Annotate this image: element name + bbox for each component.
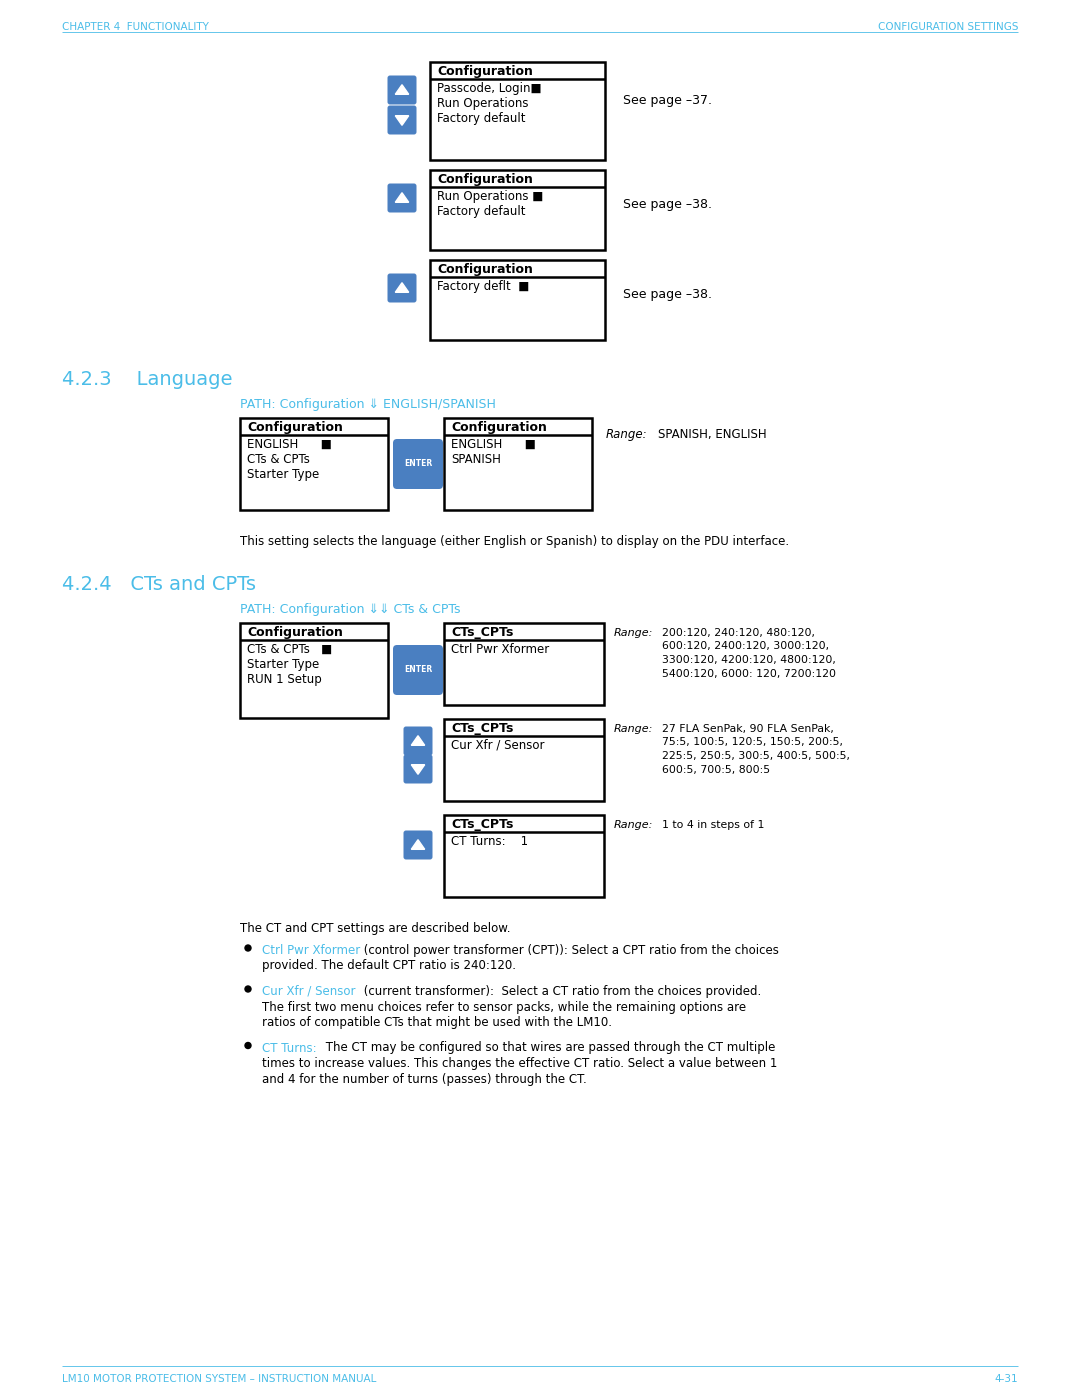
Text: CT Turns:    1: CT Turns: 1 — [451, 835, 528, 848]
Text: Cur Xfr / Sensor: Cur Xfr / Sensor — [451, 739, 544, 752]
Text: (current transformer):  Select a CT ratio from the choices provided.: (current transformer): Select a CT ratio… — [360, 985, 761, 997]
Text: 225:5, 250:5, 300:5, 400:5, 500:5,: 225:5, 250:5, 300:5, 400:5, 500:5, — [662, 752, 850, 761]
Bar — [444, 623, 604, 705]
Text: Configuration: Configuration — [247, 420, 342, 434]
Text: Ctrl Pwr Xformer: Ctrl Pwr Xformer — [451, 643, 550, 657]
Text: PATH: Configuration ⇓ ENGLISH/SPANISH: PATH: Configuration ⇓ ENGLISH/SPANISH — [240, 398, 496, 411]
Polygon shape — [395, 193, 408, 203]
FancyBboxPatch shape — [388, 183, 417, 212]
FancyBboxPatch shape — [388, 274, 417, 303]
FancyBboxPatch shape — [404, 754, 432, 784]
FancyBboxPatch shape — [404, 830, 432, 859]
Text: See page –37.: See page –37. — [623, 94, 712, 108]
Text: ENTER: ENTER — [404, 665, 432, 675]
Text: 5400:120, 6000: 120, 7200:120: 5400:120, 6000: 120, 7200:120 — [662, 669, 836, 679]
Text: CTs & CPTs: CTs & CPTs — [247, 453, 310, 467]
Text: 3300:120, 4200:120, 4800:120,: 3300:120, 4200:120, 4800:120, — [662, 655, 836, 665]
Text: (control power transformer (CPT)): Select a CPT ratio from the choices: (control power transformer (CPT)): Selec… — [360, 944, 779, 957]
Polygon shape — [411, 736, 424, 746]
Text: Configuration: Configuration — [437, 173, 532, 186]
Text: CTs_CPTs: CTs_CPTs — [451, 626, 513, 638]
Text: Ctrl Pwr Xformer: Ctrl Pwr Xformer — [262, 944, 361, 957]
Text: 4.2.3    Language: 4.2.3 Language — [62, 370, 232, 388]
Bar — [444, 814, 604, 897]
Polygon shape — [395, 85, 408, 95]
Text: Passcode, Login■: Passcode, Login■ — [437, 82, 542, 95]
Bar — [240, 418, 388, 510]
Text: Run Operations: Run Operations — [437, 96, 528, 110]
Text: The CT and CPT settings are described below.: The CT and CPT settings are described be… — [240, 922, 511, 935]
Text: ENTER: ENTER — [404, 460, 432, 468]
Text: 4-31: 4-31 — [995, 1375, 1018, 1384]
Text: CTs & CPTs   ■: CTs & CPTs ■ — [247, 643, 333, 657]
Text: ENGLISH      ■: ENGLISH ■ — [451, 439, 536, 451]
Polygon shape — [411, 764, 424, 774]
Circle shape — [245, 944, 251, 951]
Text: Factory default: Factory default — [437, 205, 526, 218]
Text: PATH: Configuration ⇓⇓ CTs & CPTs: PATH: Configuration ⇓⇓ CTs & CPTs — [240, 604, 460, 616]
Polygon shape — [395, 282, 408, 292]
Bar — [430, 170, 605, 250]
Text: Range:: Range: — [615, 629, 653, 638]
Text: Range:: Range: — [615, 820, 653, 830]
Text: See page –38.: See page –38. — [623, 288, 712, 300]
FancyBboxPatch shape — [388, 75, 417, 105]
Text: 4.2.4   CTs and CPTs: 4.2.4 CTs and CPTs — [62, 576, 256, 594]
Text: CTs_CPTs: CTs_CPTs — [451, 819, 513, 831]
Text: provided. The default CPT ratio is 240:120.: provided. The default CPT ratio is 240:1… — [262, 960, 516, 972]
Text: times to increase values. This changes the effective CT ratio. Select a value be: times to increase values. This changes t… — [262, 1058, 778, 1070]
Text: Range:: Range: — [615, 724, 653, 733]
Text: 1 to 4 in steps of 1: 1 to 4 in steps of 1 — [662, 820, 765, 830]
Text: CHAPTER 4  FUNCTIONALITY: CHAPTER 4 FUNCTIONALITY — [62, 22, 208, 32]
Bar — [240, 623, 388, 718]
Text: 27 FLA SenPak, 90 FLA SenPak,: 27 FLA SenPak, 90 FLA SenPak, — [662, 724, 834, 733]
Text: Starter Type: Starter Type — [247, 658, 320, 671]
Text: Factory deflt  ■: Factory deflt ■ — [437, 279, 529, 293]
Polygon shape — [395, 116, 408, 126]
Text: Cur Xfr / Sensor: Cur Xfr / Sensor — [262, 985, 355, 997]
Text: Starter Type: Starter Type — [247, 468, 320, 481]
Text: Configuration: Configuration — [247, 626, 342, 638]
FancyBboxPatch shape — [393, 645, 443, 694]
Text: 200:120, 240:120, 480:120,: 200:120, 240:120, 480:120, — [662, 629, 815, 638]
Text: LM10 MOTOR PROTECTION SYSTEM – INSTRUCTION MANUAL: LM10 MOTOR PROTECTION SYSTEM – INSTRUCTI… — [62, 1375, 376, 1384]
Text: The first two menu choices refer to sensor packs, while the remaining options ar: The first two menu choices refer to sens… — [262, 1000, 746, 1013]
Text: 75:5, 100:5, 120:5, 150:5, 200:5,: 75:5, 100:5, 120:5, 150:5, 200:5, — [662, 738, 843, 747]
Text: 600:5, 700:5, 800:5: 600:5, 700:5, 800:5 — [662, 764, 770, 774]
Text: Configuration: Configuration — [437, 66, 532, 78]
Text: ratios of compatible CTs that might be used with the LM10.: ratios of compatible CTs that might be u… — [262, 1016, 612, 1030]
Text: 600:120, 2400:120, 3000:120,: 600:120, 2400:120, 3000:120, — [662, 641, 829, 651]
Text: CTs_CPTs: CTs_CPTs — [451, 722, 513, 735]
Polygon shape — [411, 840, 424, 849]
Bar — [430, 260, 605, 339]
Text: SPANISH, ENGLISH: SPANISH, ENGLISH — [658, 427, 767, 441]
Text: Configuration: Configuration — [451, 420, 546, 434]
Text: This setting selects the language (either English or Spanish) to display on the : This setting selects the language (eithe… — [240, 535, 789, 548]
Text: See page –38.: See page –38. — [623, 198, 712, 211]
Text: SPANISH: SPANISH — [451, 453, 501, 467]
Text: and 4 for the number of turns (passes) through the CT.: and 4 for the number of turns (passes) t… — [262, 1073, 586, 1085]
Text: The CT may be configured so that wires are passed through the CT multiple: The CT may be configured so that wires a… — [322, 1042, 775, 1055]
Bar — [430, 61, 605, 161]
Text: Factory default: Factory default — [437, 112, 526, 124]
Circle shape — [245, 1042, 251, 1049]
FancyBboxPatch shape — [393, 439, 443, 489]
Text: Range:: Range: — [606, 427, 648, 441]
Circle shape — [245, 986, 251, 992]
Text: RUN 1 Setup: RUN 1 Setup — [247, 673, 322, 686]
Text: Run Operations ■: Run Operations ■ — [437, 190, 543, 203]
FancyBboxPatch shape — [388, 106, 417, 134]
Text: Configuration: Configuration — [437, 263, 532, 277]
Text: CT Turns:: CT Turns: — [262, 1042, 316, 1055]
Bar — [444, 418, 592, 510]
Text: ENGLISH      ■: ENGLISH ■ — [247, 439, 332, 451]
Text: CONFIGURATION SETTINGS: CONFIGURATION SETTINGS — [877, 22, 1018, 32]
FancyBboxPatch shape — [404, 726, 432, 756]
Bar — [444, 719, 604, 800]
